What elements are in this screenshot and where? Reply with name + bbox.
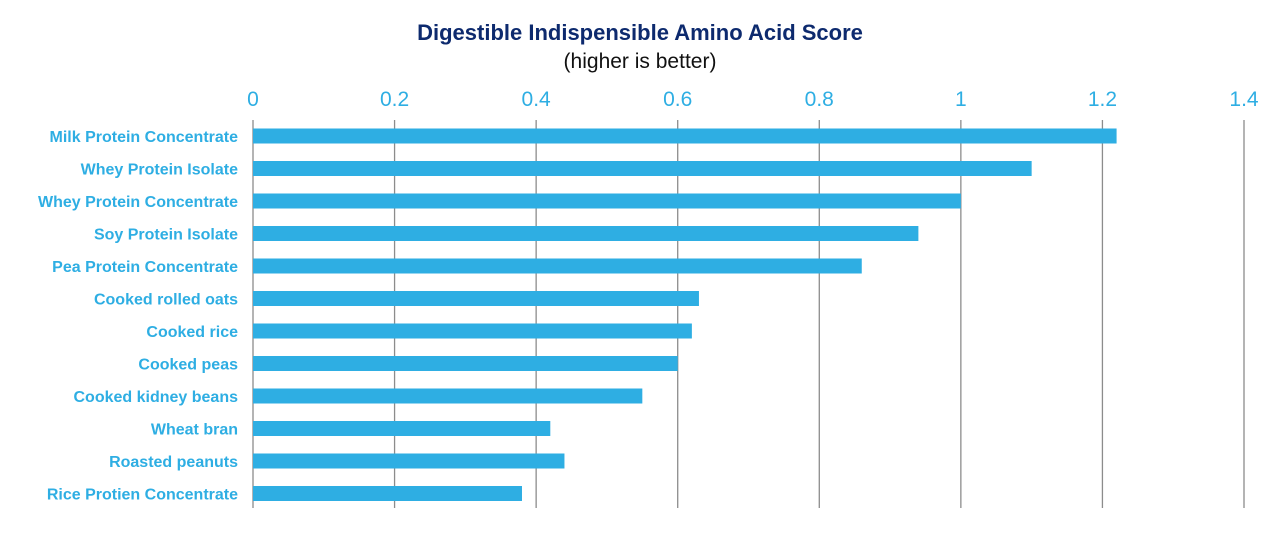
bar-10 [253, 453, 565, 469]
chart-subtitle: (higher is better) [563, 50, 717, 73]
category-label-9: Wheat bran [151, 422, 238, 439]
x-tick-label-7: 1.4 [1229, 88, 1259, 111]
bar-6 [253, 323, 692, 339]
bar-0 [253, 128, 1117, 144]
category-label-3: Soy Protein Isolate [94, 227, 238, 244]
bar-5 [253, 291, 699, 306]
category-label-0: Milk Protein Concentrate [50, 129, 239, 146]
category-label-10: Roasted peanuts [109, 454, 238, 471]
bar-8 [253, 388, 643, 404]
bar-11 [253, 486, 522, 501]
category-label-11: Rice Protien Concentrate [47, 487, 238, 504]
x-tick-label-1: 0.2 [380, 88, 409, 111]
category-label-8: Cooked kidney beans [74, 389, 239, 406]
category-label-6: Cooked rice [146, 324, 238, 341]
bar-3 [253, 226, 919, 241]
category-label-4: Pea Protein Concentrate [52, 259, 238, 276]
x-tick-label-6: 1.2 [1088, 88, 1117, 111]
category-label-5: Cooked rolled oats [94, 292, 238, 309]
chart-title: Digestible Indispensible Amino Acid Scor… [417, 20, 863, 45]
x-tick-label-3: 0.6 [663, 88, 692, 111]
bar-2 [253, 193, 961, 209]
x-tick-label-2: 0.4 [522, 88, 552, 111]
category-label-2: Whey Protein Concentrate [38, 194, 238, 211]
x-tick-label-4: 0.8 [805, 88, 834, 111]
x-tick-label-5: 1 [955, 88, 967, 111]
x-tick-label-0: 0 [247, 88, 259, 111]
bar-4 [253, 258, 862, 274]
category-label-1: Whey Protein Isolate [81, 162, 238, 179]
bar-1 [253, 161, 1032, 176]
bar-7 [253, 356, 678, 371]
bar-9 [253, 421, 551, 436]
category-label-7: Cooked peas [138, 357, 238, 374]
